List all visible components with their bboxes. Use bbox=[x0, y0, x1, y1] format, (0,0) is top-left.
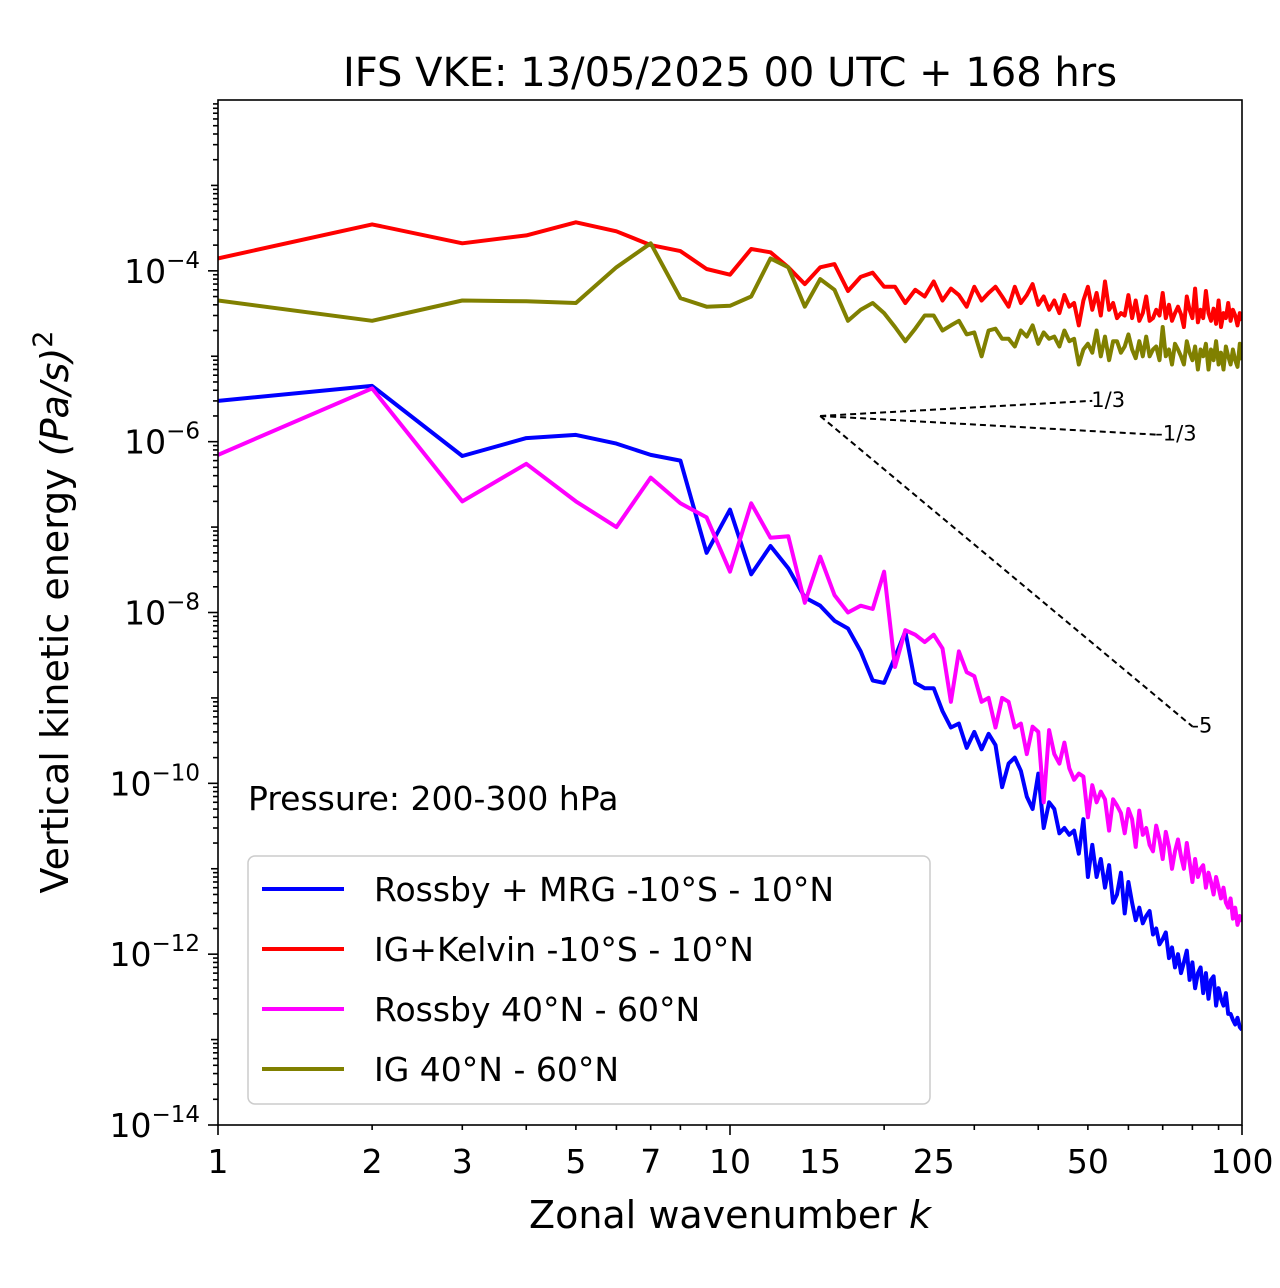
slope-label-2: -5 bbox=[1191, 713, 1212, 737]
slope-label-1: -1/3 bbox=[1155, 422, 1196, 446]
legend-label-3: IG 40°N - 60°N bbox=[374, 1050, 619, 1089]
x-tick-label: 25 bbox=[913, 1142, 955, 1181]
series-line-0 bbox=[218, 383, 1242, 1032]
x-axis: 1 2 3 5 7 10 15 25 50 100 bbox=[208, 1125, 1274, 1181]
legend-label-1: IG+Kelvin -10°S - 10°N bbox=[374, 930, 754, 969]
chart-title: IFS VKE: 13/05/2025 00 UTC + 168 hrs bbox=[343, 50, 1117, 96]
y-tick-label: 10−10 bbox=[109, 760, 200, 803]
series-lines bbox=[218, 220, 1242, 1032]
slope-label-0: 1/3 bbox=[1091, 388, 1125, 412]
slope-line-2 bbox=[819, 415, 1194, 728]
legend-box bbox=[247, 855, 931, 1105]
slope-line-0 bbox=[820, 399, 1093, 417]
pressure-annotation: Pressure: 200-300 hPa bbox=[248, 779, 618, 818]
x-axis-label: Zonal wavenumber k bbox=[529, 1193, 933, 1237]
slope-line-1 bbox=[820, 414, 1157, 436]
x-tick-label: 10 bbox=[709, 1142, 751, 1181]
x-tick-label: 15 bbox=[799, 1142, 841, 1181]
series-line-1 bbox=[218, 220, 1242, 329]
reference-slope-labels: 1/3 -1/3 -5 bbox=[1091, 388, 1212, 738]
series-line-3 bbox=[218, 241, 1242, 372]
x-tick-label: 1 bbox=[208, 1142, 229, 1181]
series-line-2 bbox=[218, 386, 1242, 927]
y-tick-label: 10−14 bbox=[109, 1102, 200, 1145]
x-tick-label: 2 bbox=[362, 1142, 383, 1181]
x-tick-label: 5 bbox=[565, 1142, 586, 1181]
y-tick-label: 10−4 bbox=[124, 248, 200, 291]
reference-slopes bbox=[819, 399, 1194, 728]
legend: Rossby + MRG -10°S - 10°N IG+Kelvin -10°S… bbox=[247, 855, 931, 1105]
y-tick-label: 10−12 bbox=[109, 931, 200, 974]
y-axis-label: Vertical kinetic energy (Pa/s)2 bbox=[28, 331, 77, 894]
x-tick-label: 3 bbox=[452, 1142, 473, 1181]
x-tick-label: 7 bbox=[640, 1142, 661, 1181]
legend-label-2: Rossby 40°N - 60°N bbox=[374, 990, 700, 1029]
x-tick-label: 100 bbox=[1211, 1142, 1274, 1181]
legend-label-0: Rossby + MRG -10°S - 10°N bbox=[374, 870, 834, 909]
y-tick-label: 10−6 bbox=[124, 419, 200, 462]
y-tick-label: 10−8 bbox=[124, 590, 200, 633]
x-tick-label: 50 bbox=[1067, 1142, 1109, 1181]
y-axis: 10−14 10−12 10−10 10−8 10−6 10−4 bbox=[109, 103, 218, 1145]
